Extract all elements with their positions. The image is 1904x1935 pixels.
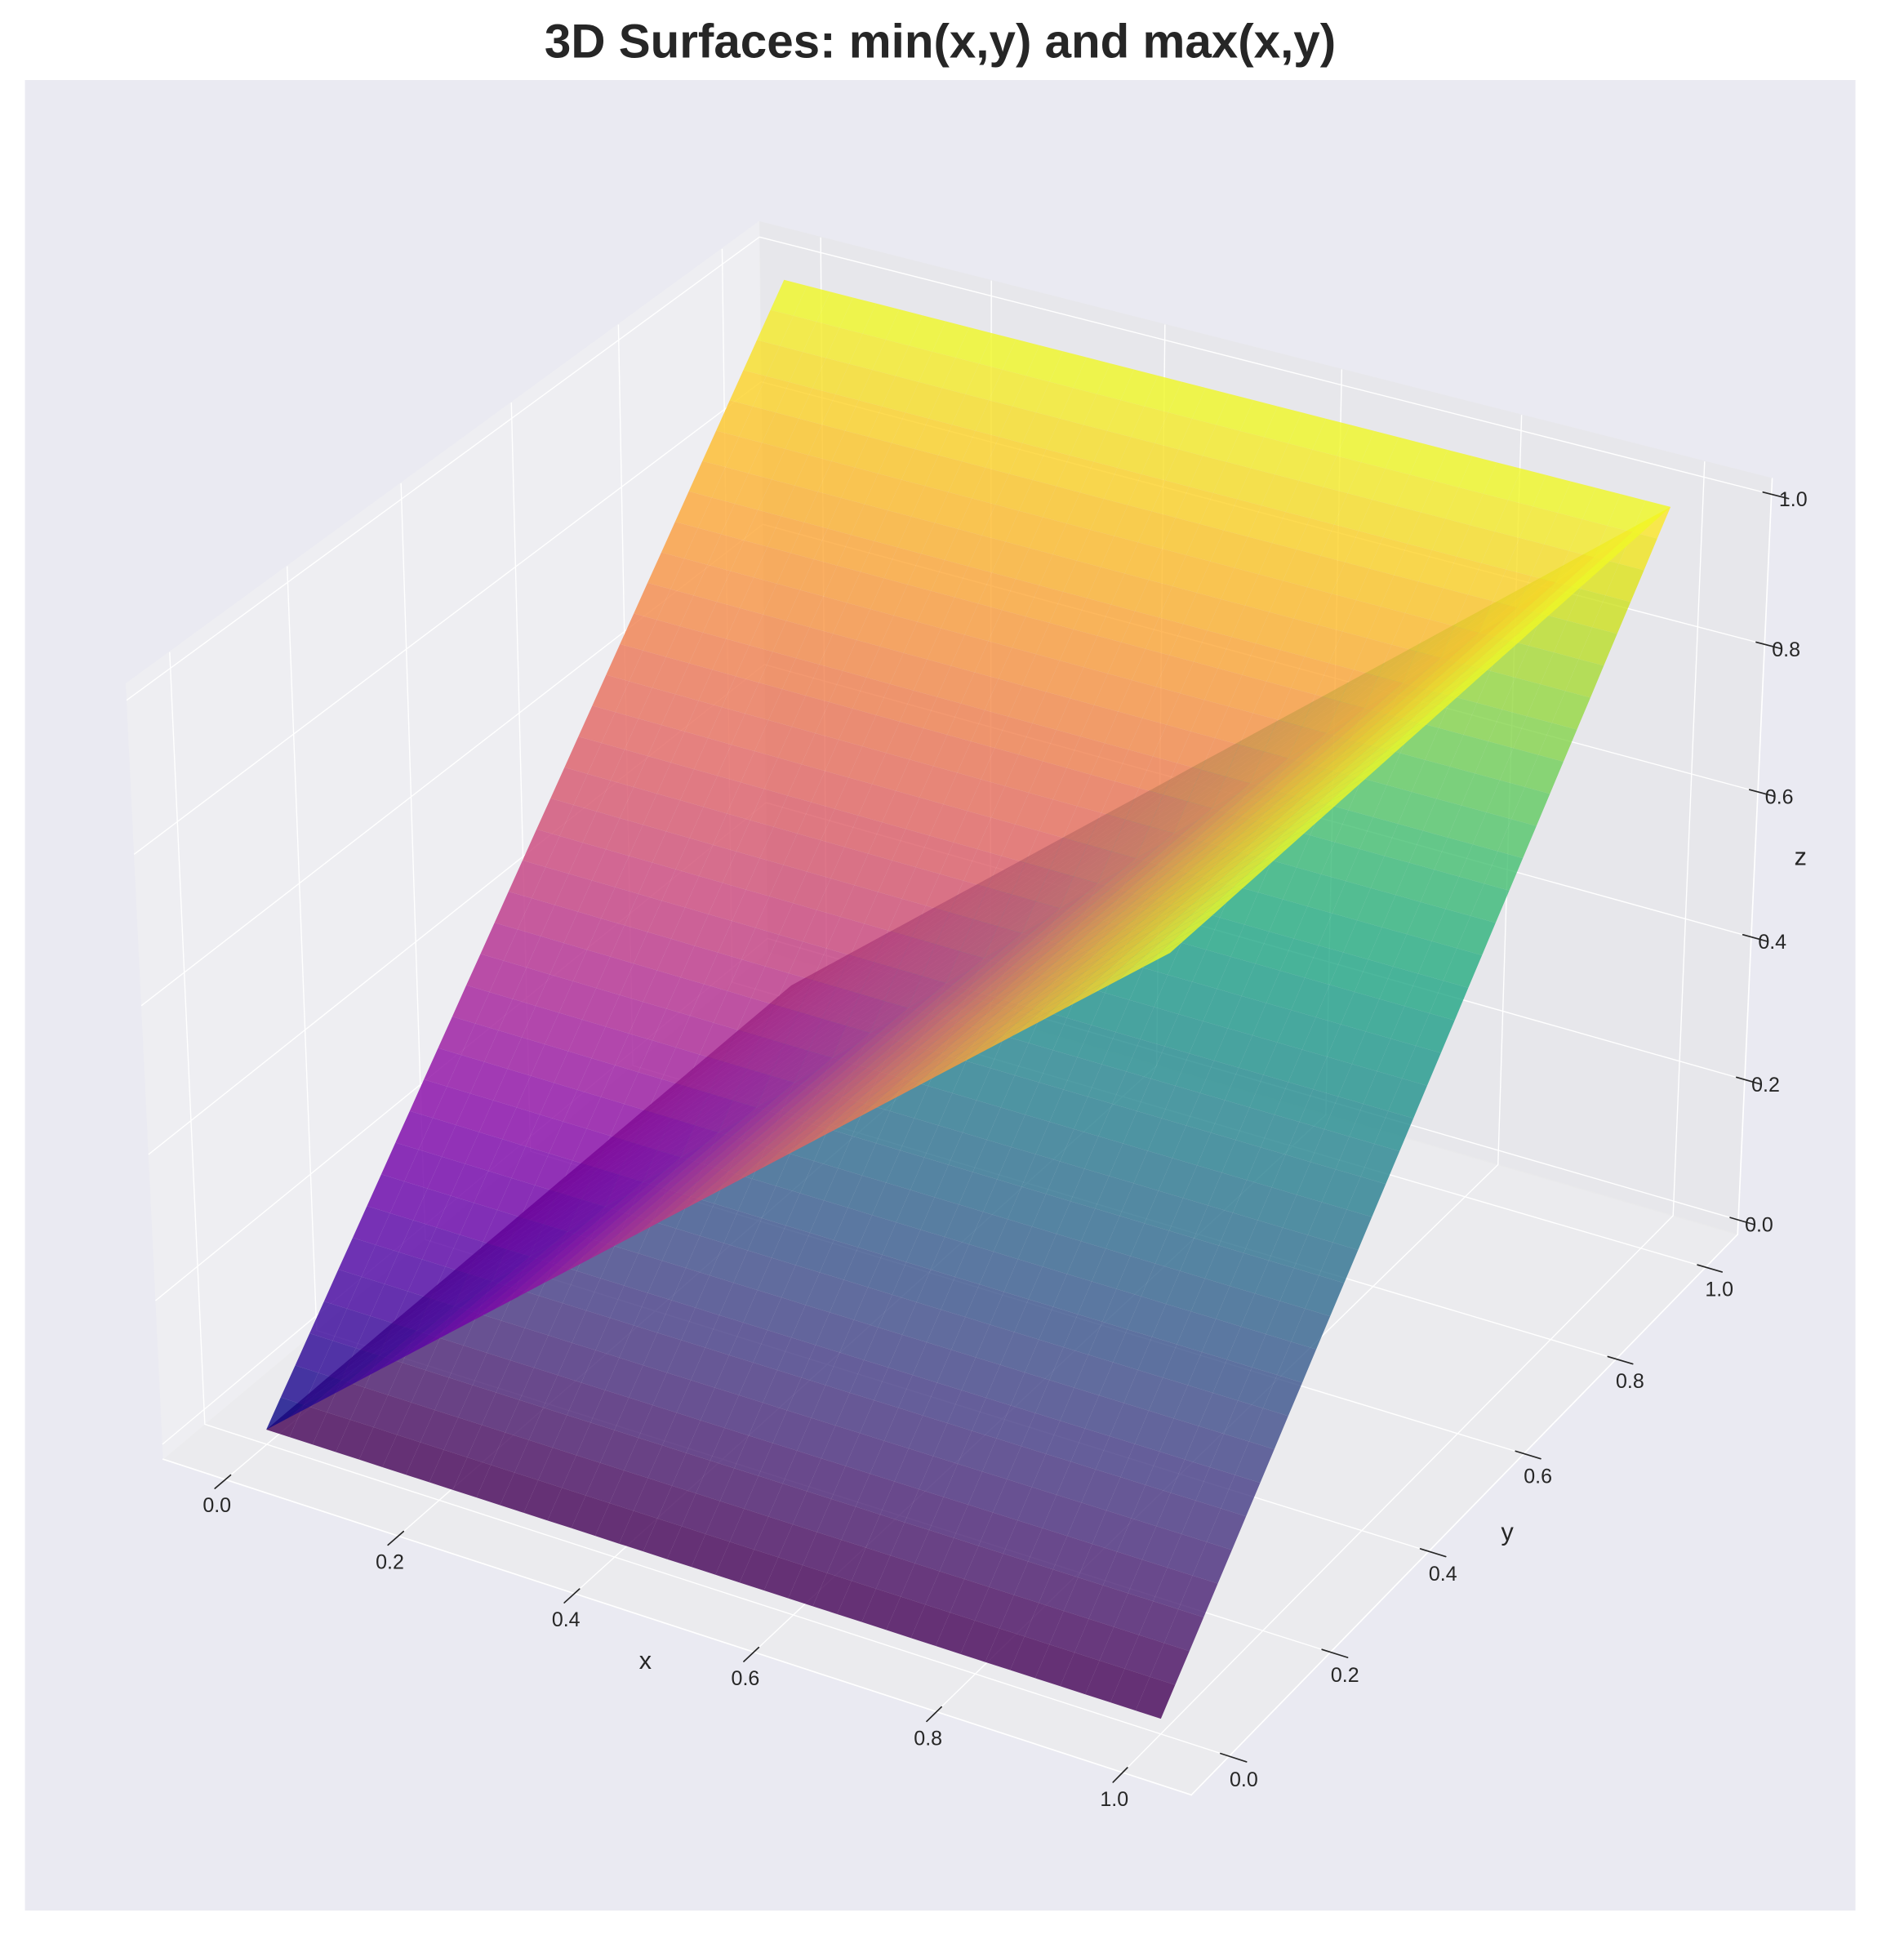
svg-text:0.0: 0.0: [1230, 1768, 1258, 1791]
svg-text:y: y: [1501, 1519, 1514, 1546]
svg-text:0.6: 0.6: [1524, 1465, 1552, 1488]
svg-text:0.0: 0.0: [202, 1494, 231, 1517]
svg-text:0.0: 0.0: [1745, 1214, 1773, 1237]
svg-text:0.2: 0.2: [376, 1550, 404, 1573]
svg-text:z: z: [1795, 843, 1807, 870]
svg-text:0.8: 0.8: [914, 1727, 942, 1750]
svg-text:0.2: 0.2: [1751, 1074, 1780, 1096]
svg-text:0.6: 0.6: [732, 1667, 760, 1690]
svg-text:1.0: 1.0: [1705, 1278, 1733, 1301]
svg-text:3D Surfaces: min(x,y) and max(: 3D Surfaces: min(x,y) and max(x,y): [545, 15, 1336, 68]
svg-text:0.4: 0.4: [1758, 931, 1786, 954]
svg-text:0.2: 0.2: [1331, 1664, 1359, 1687]
svg-text:x: x: [639, 1647, 652, 1675]
svg-text:0.6: 0.6: [1765, 786, 1794, 809]
svg-text:1.0: 1.0: [1779, 488, 1808, 511]
svg-text:0.8: 0.8: [1772, 638, 1800, 661]
svg-text:0.4: 0.4: [1429, 1563, 1457, 1586]
svg-text:0.8: 0.8: [1616, 1370, 1644, 1393]
svg-text:1.0: 1.0: [1100, 1788, 1128, 1811]
svg-text:0.4: 0.4: [552, 1608, 581, 1631]
